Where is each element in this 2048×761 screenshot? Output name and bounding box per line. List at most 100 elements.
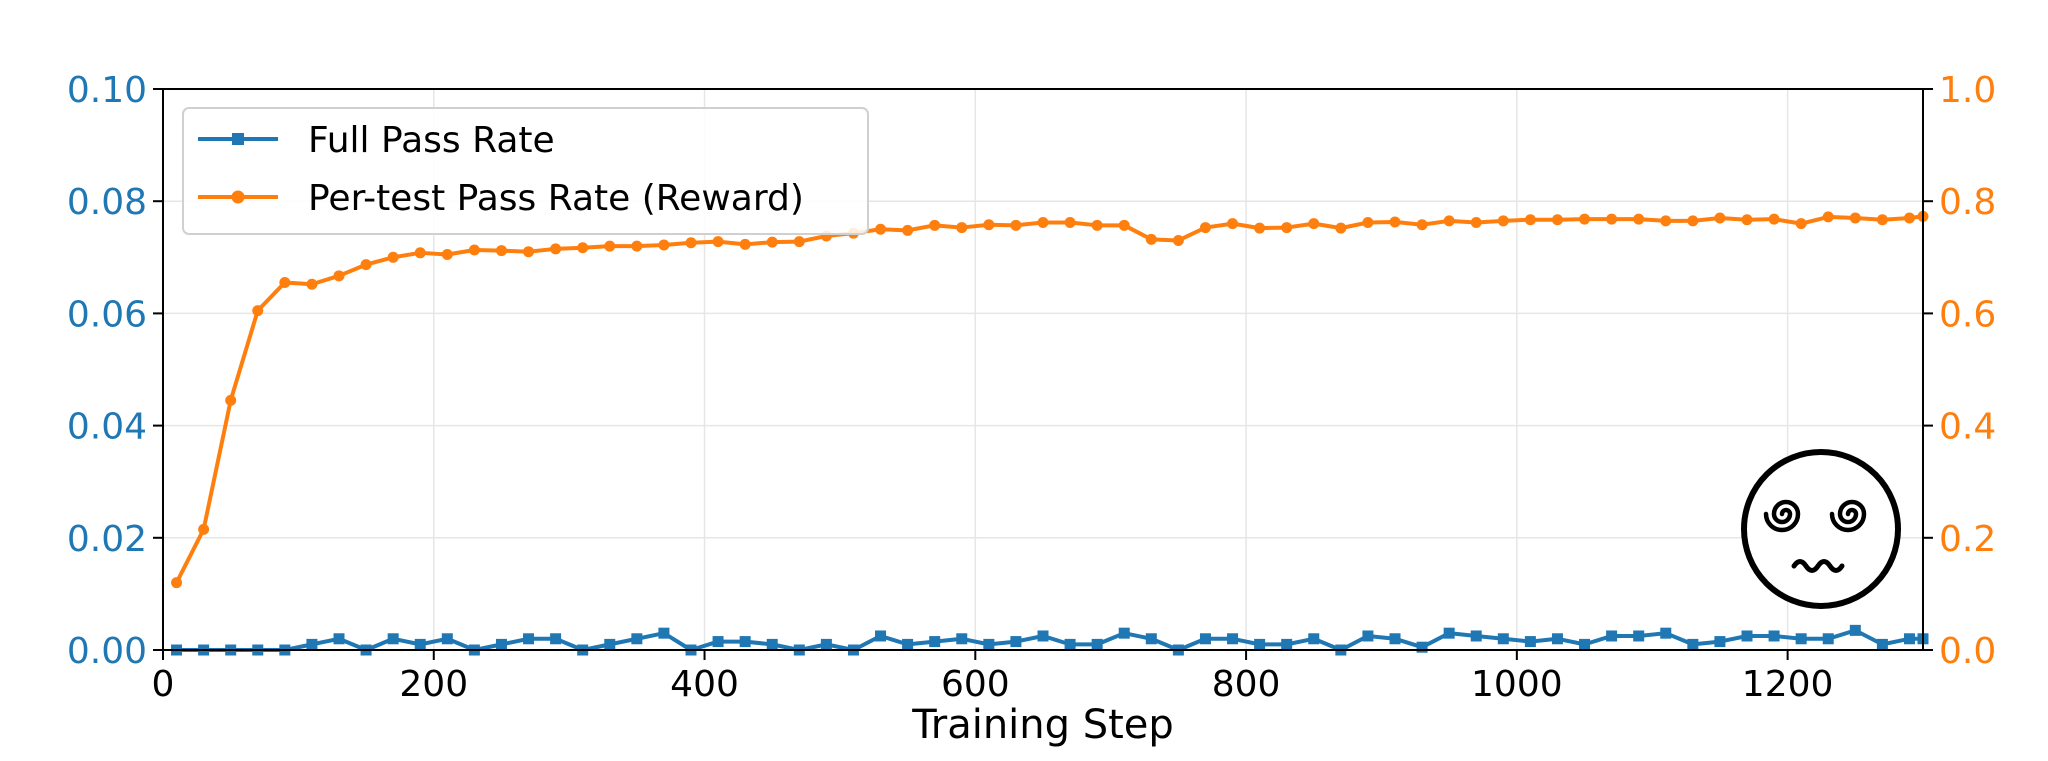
y-right-tick-label: 0.8 bbox=[1939, 182, 1996, 223]
data-point bbox=[1687, 638, 1699, 650]
data-point bbox=[441, 248, 453, 260]
data-point bbox=[658, 239, 670, 251]
data-point bbox=[1281, 638, 1293, 650]
data-point bbox=[387, 633, 399, 645]
data-point bbox=[523, 246, 535, 258]
data-point bbox=[577, 242, 589, 254]
legend-marker-full-pass bbox=[232, 133, 244, 145]
dizzy-face-icon bbox=[1741, 449, 1901, 609]
data-point bbox=[820, 638, 832, 650]
legend: Full Pass Rate Per-test Pass Rate (Rewar… bbox=[182, 107, 869, 235]
data-point bbox=[956, 222, 968, 234]
data-point bbox=[1579, 213, 1591, 225]
x-tick-label: 0 bbox=[152, 664, 175, 705]
plot-frame bbox=[162, 88, 1924, 651]
data-point bbox=[1660, 215, 1672, 227]
data-point bbox=[1470, 630, 1482, 642]
data-point bbox=[414, 247, 426, 259]
data-point bbox=[306, 638, 318, 650]
data-point bbox=[1145, 233, 1157, 245]
data-point bbox=[766, 638, 778, 650]
legend-box bbox=[182, 107, 869, 235]
data-point bbox=[875, 223, 887, 235]
data-point bbox=[495, 245, 507, 257]
data-point bbox=[495, 638, 507, 650]
x-tick-label: 400 bbox=[670, 664, 739, 705]
data-point bbox=[1633, 213, 1645, 225]
x-tick-label: 800 bbox=[1212, 664, 1281, 705]
data-point bbox=[468, 244, 480, 256]
data-point bbox=[550, 633, 562, 645]
y-right-tick-label: 0.0 bbox=[1939, 631, 1996, 672]
data-point bbox=[1876, 638, 1888, 650]
data-point bbox=[1254, 638, 1266, 650]
data-point bbox=[1389, 216, 1401, 228]
y-right-tick-label: 1.0 bbox=[1939, 70, 1996, 111]
data-point bbox=[875, 630, 887, 642]
series-layer bbox=[171, 210, 1929, 656]
data-point bbox=[1606, 630, 1618, 642]
data-point bbox=[1551, 214, 1563, 226]
legend-label-full-pass: Full Pass Rate bbox=[308, 120, 555, 161]
y-axis-left: 0.00 0.02 0.04 0.06 0.08 0.10 bbox=[67, 70, 163, 672]
legend-label-reward: Per-test Pass Rate (Reward) bbox=[308, 178, 804, 219]
data-point bbox=[279, 277, 291, 289]
x-tick-label: 200 bbox=[399, 664, 468, 705]
data-point bbox=[1822, 633, 1834, 645]
data-point bbox=[1741, 214, 1753, 226]
data-point bbox=[1524, 214, 1536, 226]
data-point bbox=[523, 633, 535, 645]
data-point bbox=[1064, 217, 1076, 229]
data-point bbox=[441, 633, 453, 645]
data-point bbox=[1416, 219, 1428, 231]
series-line bbox=[174, 214, 1924, 584]
data-point bbox=[1443, 627, 1455, 639]
data-point bbox=[333, 633, 345, 645]
data-point bbox=[1064, 638, 1076, 650]
data-point bbox=[793, 236, 805, 248]
data-point bbox=[1497, 633, 1509, 645]
data-point bbox=[1308, 633, 1320, 645]
y-left-tick-label: 0.08 bbox=[67, 182, 147, 223]
data-point bbox=[1660, 627, 1672, 639]
data-point bbox=[1037, 630, 1049, 642]
data-point bbox=[658, 627, 670, 639]
data-point bbox=[1389, 633, 1401, 645]
data-point bbox=[1768, 213, 1780, 225]
data-point bbox=[1010, 219, 1022, 231]
data-point bbox=[1335, 222, 1347, 234]
y-right-tick-label: 0.6 bbox=[1939, 294, 1996, 335]
data-point bbox=[1362, 630, 1374, 642]
data-point bbox=[1849, 624, 1861, 636]
data-point bbox=[712, 636, 724, 648]
data-point bbox=[1551, 633, 1563, 645]
data-point bbox=[1579, 638, 1591, 650]
y-left-tick-label: 0.10 bbox=[67, 70, 147, 111]
x-tick-label: 1000 bbox=[1471, 664, 1563, 705]
y-left-tick-label: 0.02 bbox=[67, 519, 147, 560]
data-point bbox=[712, 236, 724, 248]
data-point bbox=[604, 240, 616, 252]
data-point bbox=[1199, 222, 1211, 234]
data-point bbox=[1362, 217, 1374, 229]
data-point bbox=[1172, 234, 1184, 246]
data-point bbox=[1227, 633, 1239, 645]
data-point bbox=[1606, 213, 1618, 225]
data-point bbox=[414, 638, 426, 650]
data-point bbox=[1849, 212, 1861, 224]
y-left-tick-label: 0.00 bbox=[67, 631, 147, 672]
data-point bbox=[225, 394, 237, 406]
y-left-tick-label: 0.06 bbox=[67, 294, 147, 335]
data-point bbox=[929, 219, 941, 231]
data-point bbox=[1633, 630, 1645, 642]
y-right-tick-label: 0.2 bbox=[1939, 519, 1996, 560]
data-point bbox=[1497, 215, 1509, 227]
data-point bbox=[1010, 636, 1022, 648]
data-point bbox=[1145, 633, 1157, 645]
data-point bbox=[929, 636, 941, 648]
data-point bbox=[1037, 217, 1049, 229]
y-right-tick-label: 0.4 bbox=[1939, 407, 1996, 448]
data-point bbox=[1470, 217, 1482, 229]
data-point bbox=[1714, 636, 1726, 648]
data-point bbox=[1795, 218, 1807, 230]
